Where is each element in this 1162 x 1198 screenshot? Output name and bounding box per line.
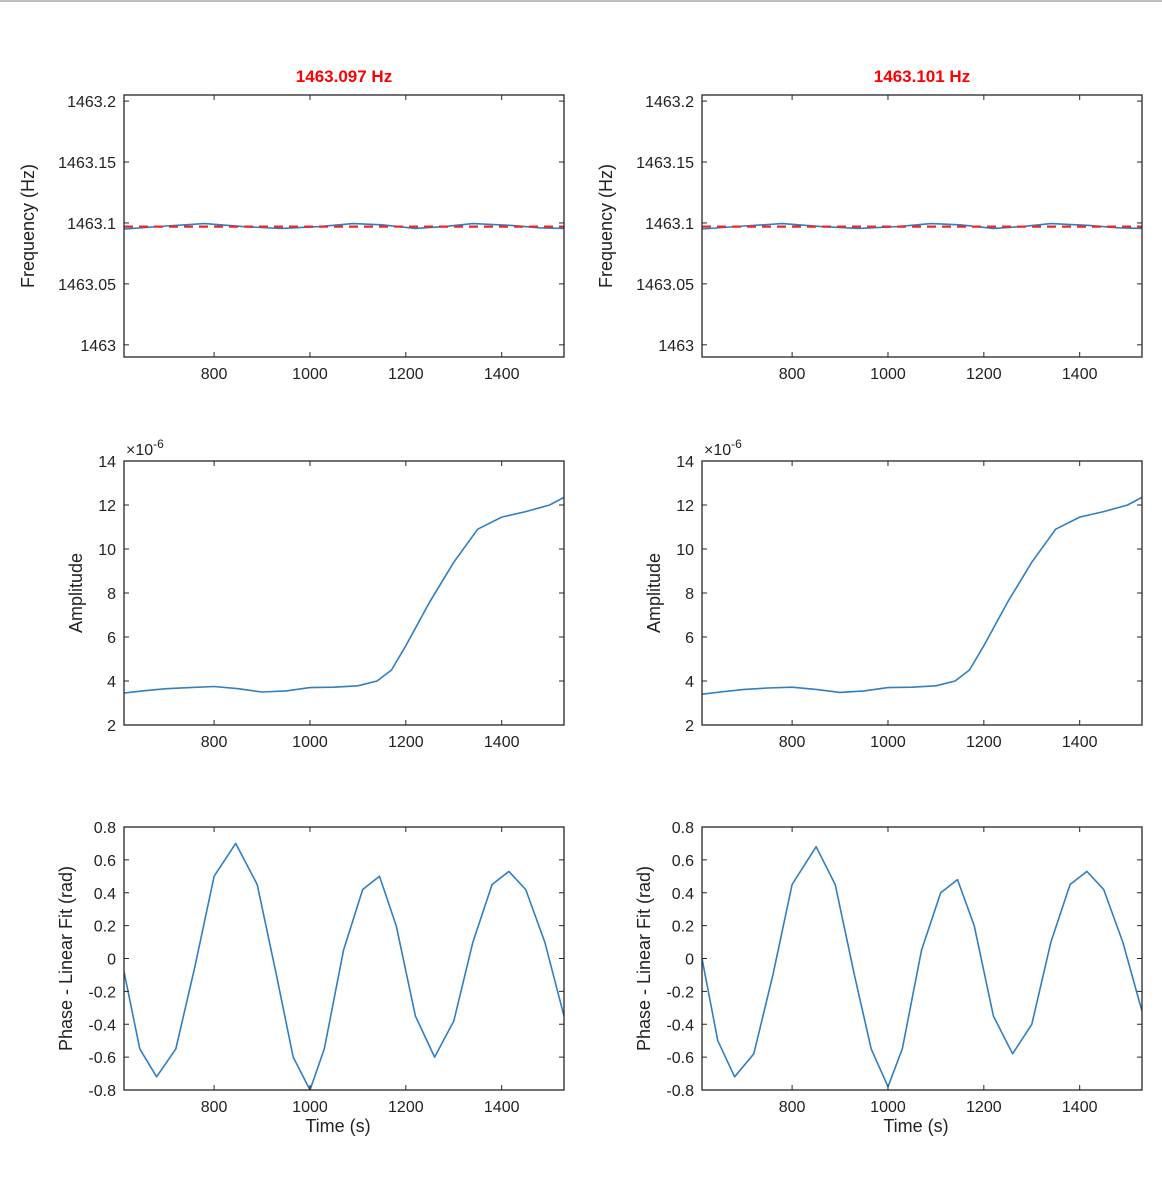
x-tick-label: 800 <box>779 366 806 383</box>
x-tick-label: 1000 <box>292 734 328 751</box>
y-tick-label: -0.6 <box>88 1050 116 1067</box>
x-tick-label: 1000 <box>292 1099 328 1116</box>
panel-frequency-right: 800 1000 1200 1400 1463 1463.05 1463.1 1463.15 1… <box>596 67 1143 383</box>
axes-frame <box>701 94 1143 358</box>
x-axis-label: Time (s) <box>305 1116 370 1136</box>
y-tick-label: 8 <box>107 586 116 603</box>
x-tick-label: 1400 <box>1062 366 1098 383</box>
y-tick-label: 4 <box>685 674 694 691</box>
y-tick-label: 2 <box>685 718 694 735</box>
series-line-frequency-right <box>702 222 1142 230</box>
y-tick-label: 1463.05 <box>636 277 694 294</box>
x-tick-label: 1400 <box>484 1099 520 1116</box>
y-axis-label: Amplitude <box>66 553 86 633</box>
x-tick-label: 1000 <box>870 734 906 751</box>
exponent-label: ×10-6 <box>704 437 742 459</box>
exponent-label: ×10-6 <box>126 437 164 459</box>
x-tick-label: 1400 <box>1062 734 1098 751</box>
y-tick-label: 1463 <box>80 338 116 355</box>
series-line-phase-right <box>702 845 1142 1088</box>
y-axis-label: Frequency (Hz) <box>18 164 38 288</box>
y-tick-label: 0 <box>107 952 116 969</box>
x-tick-label: 1000 <box>870 1099 906 1116</box>
x-tick-label: 1200 <box>388 1099 424 1116</box>
y-tick-label: -0.2 <box>88 984 116 1001</box>
x-tick-label: 800 <box>201 1099 228 1116</box>
x-tick-label: 800 <box>201 734 228 751</box>
y-tick-label: 0.8 <box>672 820 694 837</box>
x-tick-label: 1200 <box>966 734 1002 751</box>
x-tick-label: 1400 <box>1062 1099 1098 1116</box>
y-tick-label: -0.4 <box>88 1017 116 1034</box>
y-tick-label: 10 <box>676 542 694 559</box>
panel-amplitude-right: 800 1000 1200 1400 2 4 6 8 10 12 14 ×10-6 Amplitude <box>644 437 1143 751</box>
axes-frame <box>123 460 565 726</box>
series-line-amplitude-left <box>124 496 564 694</box>
y-axis-label: Phase - Linear Fit (rad) <box>634 866 654 1051</box>
y-tick-label: 1463.15 <box>636 155 694 172</box>
x-tick-label: 1200 <box>966 366 1002 383</box>
x-tick-label: 800 <box>201 366 228 383</box>
panel-amplitude-left: 800 1000 1200 1400 2 4 6 8 10 12 14 ×10-6 Amplitude <box>66 437 565 751</box>
y-tick-label: 14 <box>676 454 694 471</box>
y-tick-label: 4 <box>107 674 116 691</box>
y-tick-label: 6 <box>685 630 694 647</box>
y-tick-label: 0.8 <box>94 820 116 837</box>
plot-title: 1463.097 Hz <box>296 67 392 86</box>
x-tick-label: 1200 <box>966 1099 1002 1116</box>
y-tick-label: 0.4 <box>672 886 694 903</box>
y-axis-label: Amplitude <box>644 553 664 633</box>
series-line-phase-left <box>124 842 564 1090</box>
y-tick-label: 8 <box>685 586 694 603</box>
x-tick-label: 1200 <box>388 366 424 383</box>
y-tick-label: 1463.2 <box>645 94 694 111</box>
y-tick-label: -0.2 <box>666 984 694 1001</box>
x-tick-label: 800 <box>779 1099 806 1116</box>
x-tick-label: 800 <box>779 734 806 751</box>
y-tick-label: 1463 <box>658 338 694 355</box>
x-tick-label: 1000 <box>292 366 328 383</box>
x-axis-label: Time (s) <box>883 1116 948 1136</box>
y-tick-label: 12 <box>676 498 694 515</box>
series-line-amplitude-right <box>702 496 1142 695</box>
y-tick-label: 10 <box>98 542 116 559</box>
plot-title: 1463.101 Hz <box>874 67 970 86</box>
y-tick-label: 1463.1 <box>67 216 116 233</box>
y-tick-label: 0.2 <box>94 919 116 936</box>
axes-frame <box>701 460 1143 726</box>
y-tick-label: 2 <box>107 718 116 735</box>
y-tick-label: -0.8 <box>666 1083 694 1100</box>
y-tick-label: 0.2 <box>672 919 694 936</box>
panel-phase-right: 800 1000 1200 1400 -0.8 -0.6 -0.4 -0.2 0 0.2 0.4 0.… <box>634 820 1143 1136</box>
y-tick-label: 12 <box>98 498 116 515</box>
panel-frequency-left: 800 1000 1200 1400 1463 1463.05 1463.1 1463.15 1… <box>18 67 565 383</box>
y-tick-label: 1463.1 <box>645 216 694 233</box>
panel-phase-left: 800 1000 1200 1400 -0.8 -0.6 -0.4 -0.2 0 0.2 0.4 0.… <box>56 820 565 1136</box>
x-tick-label: 1000 <box>870 366 906 383</box>
y-tick-label: 1463.2 <box>67 94 116 111</box>
y-axis-label: Phase - Linear Fit (rad) <box>56 866 76 1051</box>
y-tick-label: 0.6 <box>672 853 694 870</box>
y-tick-label: 0.4 <box>94 886 116 903</box>
window-top-border <box>0 0 1162 2</box>
y-tick-label: -0.4 <box>666 1017 694 1034</box>
y-tick-label: 1463.15 <box>58 155 116 172</box>
y-tick-label: 6 <box>107 630 116 647</box>
axes-frame <box>123 94 565 358</box>
y-tick-label: 0.6 <box>94 853 116 870</box>
x-tick-label: 1400 <box>484 366 520 383</box>
y-tick-label: -0.6 <box>666 1050 694 1067</box>
x-tick-label: 1400 <box>484 734 520 751</box>
y-axis-label: Frequency (Hz) <box>596 164 616 288</box>
axes-frame <box>701 826 1143 1091</box>
y-tick-label: -0.8 <box>88 1083 116 1100</box>
x-tick-label: 1200 <box>388 734 424 751</box>
series-line-frequency-left <box>124 222 564 230</box>
axes-frame <box>123 826 565 1091</box>
y-tick-label: 0 <box>685 952 694 969</box>
y-tick-label: 1463.05 <box>58 277 116 294</box>
y-tick-label: 14 <box>98 454 116 471</box>
